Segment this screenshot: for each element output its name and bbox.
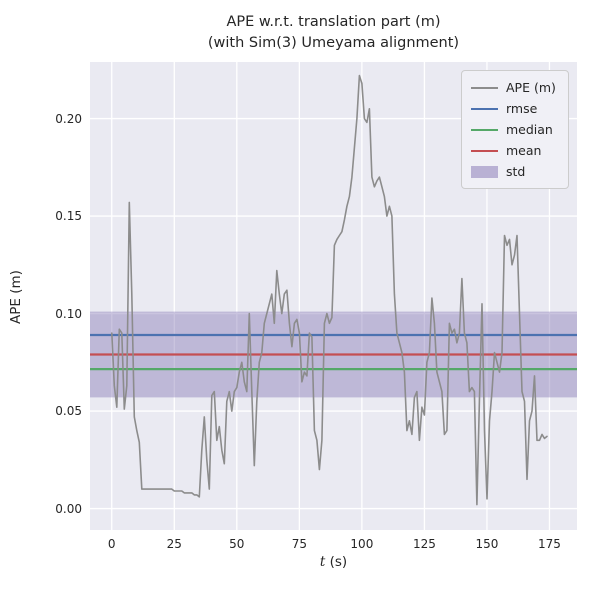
legend-label: median xyxy=(506,122,553,137)
legend-item-std: std xyxy=(471,161,558,182)
x-tick-label: 150 xyxy=(475,537,499,551)
plot-area: APE (m) rmse median mean std xyxy=(90,62,577,530)
x-tick-label: 75 xyxy=(291,537,307,551)
legend-item-ape-m-: APE (m) xyxy=(471,77,558,98)
x-tick-label: 100 xyxy=(350,537,374,551)
legend-label: std xyxy=(506,164,526,179)
legend-swatch xyxy=(471,149,498,152)
legend-swatch xyxy=(471,86,498,89)
chart-title-line2: (with Sim(3) Umeyama alignment) xyxy=(207,35,460,51)
y-tick-label: 0.10 xyxy=(55,306,82,321)
legend-item-median: median xyxy=(471,119,558,140)
x-axis-label: t (s) xyxy=(90,554,577,570)
y-tick-label: 0.00 xyxy=(55,501,82,516)
y-axis-ticks: 0.00 0.05 0.10 0.15 0.20 xyxy=(0,62,82,530)
legend: APE (m) rmse median mean std xyxy=(461,70,569,189)
legend-item-mean: mean xyxy=(471,140,558,161)
legend-swatch xyxy=(471,128,498,131)
legend-label: APE (m) xyxy=(506,80,556,95)
x-tick-label: 0 xyxy=(107,537,116,551)
legend-item-rmse: rmse xyxy=(471,98,558,119)
chart-title-line1: APE w.r.t. translation part (m) xyxy=(226,14,441,30)
x-tick-label: 25 xyxy=(166,537,182,551)
legend-swatch xyxy=(471,165,498,178)
x-axis-ticks: 0 25 50 75 100 125 150 175 xyxy=(90,537,577,553)
x-axis-label-variable: t xyxy=(319,554,326,570)
x-tick-label: 125 xyxy=(412,537,436,551)
x-tick-label: 50 xyxy=(229,537,245,551)
y-tick-label: 0.05 xyxy=(55,404,82,419)
y-tick-label: 0.15 xyxy=(55,209,82,224)
x-tick-label: 175 xyxy=(538,537,561,551)
legend-label: mean xyxy=(506,143,542,158)
ape-series-line xyxy=(110,74,548,506)
legend-swatch xyxy=(471,107,498,110)
chart-title: APE w.r.t. translation part (m) (with Si… xyxy=(90,12,577,54)
legend-label: rmse xyxy=(506,101,538,116)
y-tick-label: 0.20 xyxy=(55,111,82,126)
x-axis-label-unit: (s) xyxy=(325,554,348,570)
